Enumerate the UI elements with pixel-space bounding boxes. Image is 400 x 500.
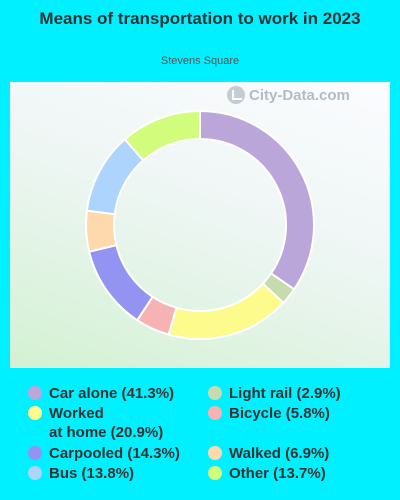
watermark: City-Data.com (227, 86, 350, 104)
legend-swatch (208, 466, 222, 480)
legend-item: Carpooled (14.3%) (28, 444, 180, 463)
chart-title: Means of transportation to work in 2023 (39, 9, 361, 28)
legend-item: Light rail (2.9%) (208, 384, 341, 403)
watermark-text: City-Data.com (249, 86, 350, 104)
legend-swatch (28, 446, 42, 460)
legend-label: Walked (6.9%) (229, 445, 330, 462)
legend-item: Bus (13.8%) (28, 464, 134, 483)
slice-carpooled (87, 243, 155, 322)
legend-item: Other (13.7%) (208, 464, 326, 483)
legend-label: Bicycle (5.8%) (229, 405, 330, 422)
chart-subtitle: Stevens Square (160, 55, 240, 67)
legend-item: Bicycle (5.8%) (208, 404, 330, 423)
legend-label: Other (13.7%) (229, 465, 326, 482)
city-data-logo-icon (227, 86, 245, 104)
legend-item: Walked (6.9%) (208, 444, 329, 463)
legend-label: Worked at home (20.9%) (49, 405, 164, 441)
legend-label: Bus (13.8%) (49, 465, 135, 482)
legend-swatch (208, 406, 222, 420)
legend-label: Carpooled (14.3%) (49, 445, 180, 462)
legend-swatch (208, 386, 222, 400)
legend-swatch (208, 446, 222, 460)
legend-item: Worked at home (20.9%) (28, 404, 163, 442)
slice-walked (85, 209, 118, 253)
legend-item: Car alone (41.3%) (28, 384, 174, 403)
legend-label: Car alone (41.3%) (49, 385, 175, 402)
legend-swatch (28, 466, 42, 480)
slice-car-alone (199, 109, 315, 291)
slice-worked-at-home (167, 282, 285, 340)
legend-label: Light rail (2.9%) (229, 385, 341, 402)
legend-swatch (28, 406, 42, 420)
legend-swatch (28, 386, 42, 400)
slice-other (123, 109, 201, 162)
